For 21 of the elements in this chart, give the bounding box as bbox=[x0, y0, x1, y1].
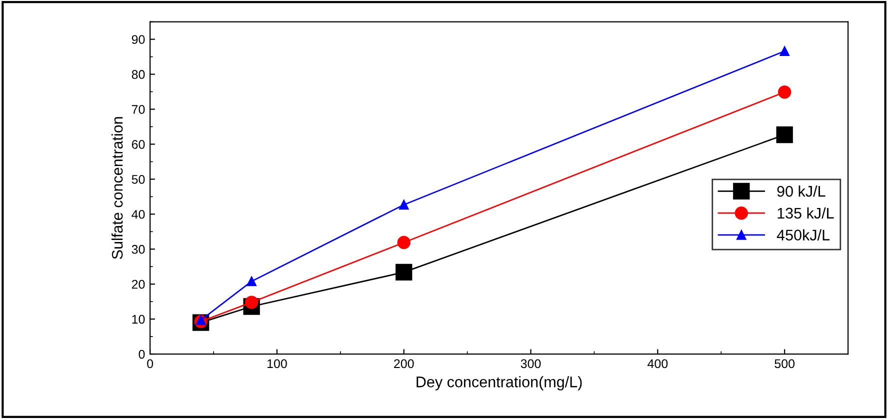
y-tick-label: 70 bbox=[132, 105, 145, 114]
x-tick-label: 400 bbox=[648, 359, 668, 368]
y-tick-label: 30 bbox=[132, 244, 145, 254]
y-tick-label: 50 bbox=[132, 174, 145, 184]
legend-label: 450kJ/L bbox=[776, 229, 830, 240]
x-tick-label: 200 bbox=[394, 359, 414, 368]
x-tick-label: 0 bbox=[147, 359, 154, 368]
y-axis-title: Sulfate concentration bbox=[112, 117, 123, 259]
y-tick-label: 10 bbox=[132, 314, 145, 324]
y-tick-label: 0 bbox=[138, 350, 145, 359]
x-axis-title: Dey concentration(mg/L) bbox=[416, 376, 582, 390]
y-tick-label: 40 bbox=[132, 210, 145, 219]
x-tick-label: 100 bbox=[268, 359, 287, 368]
legend-label: 135 kJ/L bbox=[778, 207, 834, 219]
x-tick-label: 300 bbox=[520, 359, 541, 368]
y-tick-label: 80 bbox=[132, 70, 145, 79]
y-tick-label: 60 bbox=[132, 140, 145, 149]
legend-label: 90 kJ/L bbox=[777, 186, 826, 197]
y-tick-label: 90 bbox=[132, 35, 145, 44]
y-tick-label: 20 bbox=[132, 280, 145, 289]
x-tick-label: 500 bbox=[774, 359, 795, 368]
